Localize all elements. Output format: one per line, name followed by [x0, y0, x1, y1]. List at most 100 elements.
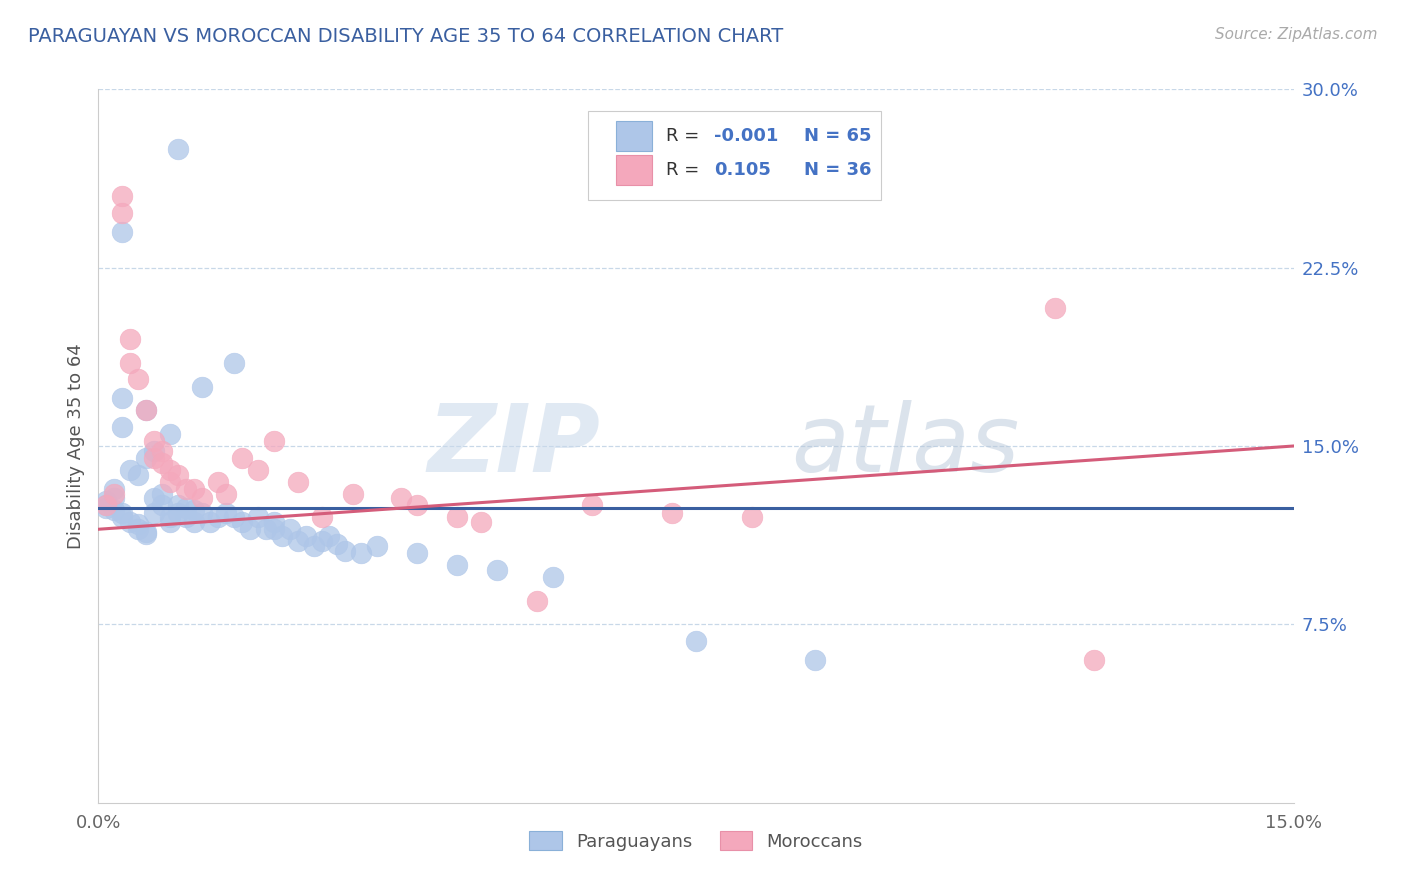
Point — [135, 403, 157, 417]
Point — [804, 653, 827, 667]
Point — [150, 499, 173, 513]
Point — [318, 529, 340, 543]
Point — [335, 543, 357, 558]
Point — [150, 443, 173, 458]
Point — [470, 515, 492, 529]
Point — [526, 593, 548, 607]
Point — [263, 434, 285, 449]
Point — [143, 506, 166, 520]
Point — [406, 499, 429, 513]
Point — [1043, 301, 1066, 315]
Point — [685, 634, 707, 648]
Point — [174, 482, 197, 496]
Point — [143, 443, 166, 458]
Point — [366, 539, 388, 553]
Point — [103, 482, 125, 496]
Point — [127, 522, 149, 536]
Point — [111, 510, 134, 524]
Point — [111, 506, 134, 520]
Point — [231, 515, 253, 529]
Point — [246, 510, 269, 524]
Text: ZIP: ZIP — [427, 400, 600, 492]
Point — [159, 475, 181, 489]
Point — [581, 499, 603, 513]
Point — [111, 420, 134, 434]
Point — [270, 529, 292, 543]
Point — [127, 517, 149, 532]
Point — [143, 491, 166, 506]
Point — [222, 510, 245, 524]
Point — [191, 491, 214, 506]
Point — [1083, 653, 1105, 667]
Text: Source: ZipAtlas.com: Source: ZipAtlas.com — [1215, 27, 1378, 42]
Point — [342, 486, 364, 500]
Point — [111, 206, 134, 220]
Point — [183, 503, 205, 517]
Point — [254, 522, 277, 536]
Point — [311, 510, 333, 524]
Point — [183, 482, 205, 496]
Point — [222, 356, 245, 370]
Point — [215, 486, 238, 500]
Point — [127, 467, 149, 482]
Point — [103, 503, 125, 517]
Point — [150, 456, 173, 470]
Point — [103, 491, 125, 506]
Point — [167, 467, 190, 482]
Point — [96, 499, 118, 513]
Point — [406, 546, 429, 560]
Text: N = 36: N = 36 — [804, 161, 872, 178]
Point — [150, 486, 173, 500]
Point — [278, 522, 301, 536]
Point — [191, 506, 214, 520]
Point — [135, 524, 157, 539]
Point — [120, 515, 142, 529]
Point — [120, 463, 142, 477]
Text: atlas: atlas — [792, 401, 1019, 491]
Point — [541, 570, 564, 584]
Point — [135, 527, 157, 541]
FancyBboxPatch shape — [589, 111, 882, 200]
Point — [159, 510, 181, 524]
Text: 0.105: 0.105 — [714, 161, 770, 178]
Point — [96, 499, 118, 513]
Point — [661, 506, 683, 520]
Point — [159, 463, 181, 477]
Text: N = 65: N = 65 — [804, 127, 872, 145]
Point — [263, 522, 285, 536]
Point — [127, 372, 149, 386]
Point — [143, 450, 166, 465]
Point — [207, 475, 229, 489]
Point — [111, 392, 134, 406]
Point — [350, 546, 373, 560]
Point — [287, 534, 309, 549]
Y-axis label: Disability Age 35 to 64: Disability Age 35 to 64 — [66, 343, 84, 549]
Point — [263, 515, 285, 529]
Point — [111, 189, 134, 203]
Point — [167, 142, 190, 156]
Point — [446, 510, 468, 524]
Point — [120, 356, 142, 370]
Point — [207, 510, 229, 524]
Point — [302, 539, 325, 553]
Point — [143, 434, 166, 449]
Point — [96, 500, 118, 515]
Point — [135, 403, 157, 417]
Bar — [616, 120, 652, 151]
Text: R =: R = — [666, 161, 711, 178]
Text: PARAGUAYAN VS MOROCCAN DISABILITY AGE 35 TO 64 CORRELATION CHART: PARAGUAYAN VS MOROCCAN DISABILITY AGE 35… — [28, 27, 783, 45]
Point — [111, 225, 134, 239]
Point — [326, 536, 349, 550]
Point — [246, 463, 269, 477]
Point — [239, 522, 262, 536]
Point — [174, 500, 197, 515]
Point — [174, 510, 197, 524]
Point — [135, 450, 157, 465]
Point — [167, 506, 190, 520]
Point — [103, 486, 125, 500]
Point — [96, 493, 118, 508]
Point — [183, 515, 205, 529]
Point — [120, 332, 142, 346]
Point — [446, 558, 468, 572]
Point — [294, 529, 316, 543]
